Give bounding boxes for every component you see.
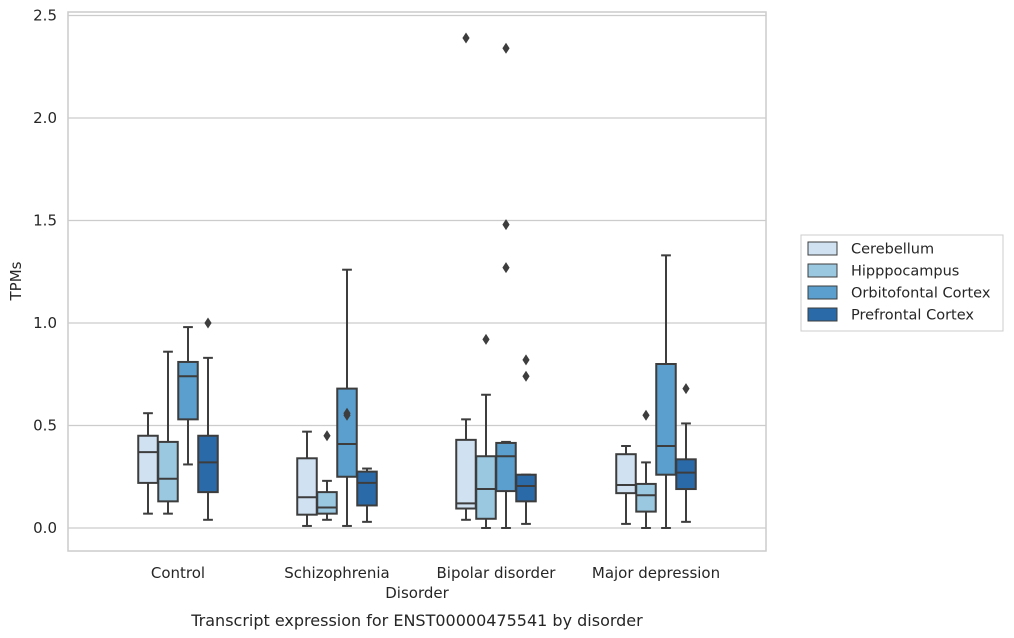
legend-items: Cerebellum Hipppocampus Orbitofontal Corte…: [807, 241, 991, 324]
outlier-point: [522, 354, 530, 366]
box-cerebellum-3: [615, 445, 637, 525]
box-hipppocampus-3: [635, 409, 657, 529]
legend-label: Prefrontal Cortex: [851, 308, 974, 324]
outlier-point: [323, 430, 331, 442]
box-prefrontal-cortex-0: [197, 317, 219, 521]
iqr-box: [157, 440, 179, 503]
outlier-point: [522, 370, 530, 382]
outlier-point: [502, 262, 510, 274]
box-prefrontal-cortex-2: [515, 354, 537, 525]
legend-swatch: [807, 285, 838, 300]
outlier-point: [343, 407, 351, 419]
legend: Cerebellum Hipppocampus Orbitofontal Corte…: [800, 234, 1004, 332]
x-tick-label: Major depression: [592, 564, 720, 582]
y-tick-label: 1.0: [33, 314, 57, 332]
iqr-box: [336, 387, 358, 478]
x-tick-label: Bipolar disorder: [437, 564, 557, 582]
y-tick-label: 0.5: [33, 417, 57, 435]
outlier-point: [502, 219, 510, 231]
x-tick-label: Control: [151, 564, 205, 582]
y-tick-label: 2.0: [33, 109, 57, 127]
iqr-box: [475, 455, 497, 520]
box-prefrontal-cortex-3: [675, 383, 697, 523]
legend-swatch: [807, 263, 838, 278]
outlier-point: [682, 383, 690, 395]
box-orbitofontal-cortex-1: [336, 268, 358, 527]
iqr-box: [177, 360, 199, 421]
iqr-box: [675, 458, 697, 491]
plot-frame: [67, 11, 767, 552]
iqr-box: [615, 453, 637, 495]
x-axis-label: Disorder: [385, 584, 449, 602]
y-tick-labels: 0.0 0.5 1.0 1.5 2.0 2.5: [33, 7, 57, 538]
y-axis-label: TPMs: [7, 261, 25, 301]
legend-swatch: [807, 307, 838, 322]
box-hipppocampus-0: [157, 350, 179, 515]
legend-label: Orbitofontal Cortex: [851, 286, 991, 302]
iqr-box: [356, 470, 378, 507]
iqr-box: [495, 441, 517, 493]
box-cerebellum-0: [137, 412, 159, 515]
box-orbitofontal-cortex-0: [177, 326, 199, 466]
x-tick-label: Schizophrenia: [284, 564, 389, 582]
box-series: [137, 32, 697, 529]
iqr-box: [296, 457, 318, 516]
y-tick-label: 1.5: [33, 212, 57, 230]
outlier-point: [482, 333, 490, 345]
box-cerebellum-1: [296, 430, 318, 527]
iqr-box: [655, 363, 677, 476]
iqr-box: [455, 438, 477, 510]
y-tick-label: 0.0: [33, 519, 57, 537]
outlier-point: [462, 32, 470, 44]
box-hipppocampus-1: [316, 430, 338, 521]
y-tick-label: 2.5: [33, 7, 57, 25]
iqr-box: [316, 491, 338, 515]
outlier-point: [642, 409, 650, 421]
box-hipppocampus-2: [475, 333, 497, 529]
chart-title: Transcript expression for ENST0000047554…: [190, 611, 643, 630]
iqr-box: [137, 434, 159, 484]
outlier-point: [502, 42, 510, 54]
legend-label: Cerebellum: [851, 242, 934, 258]
iqr-box: [635, 482, 657, 513]
box-cerebellum-2: [455, 32, 477, 521]
x-tick-labels: Control Schizophrenia Bipolar disorder Majo…: [151, 564, 720, 582]
legend-swatch: [807, 241, 838, 256]
box-orbitofontal-cortex-3: [655, 254, 677, 529]
iqr-box: [197, 434, 219, 494]
box-prefrontal-cortex-1: [356, 467, 378, 523]
iqr-box: [515, 473, 537, 503]
legend-label: Hipppocampus: [851, 264, 959, 280]
box-orbitofontal-cortex-2: [495, 42, 517, 529]
outlier-point: [204, 317, 212, 329]
